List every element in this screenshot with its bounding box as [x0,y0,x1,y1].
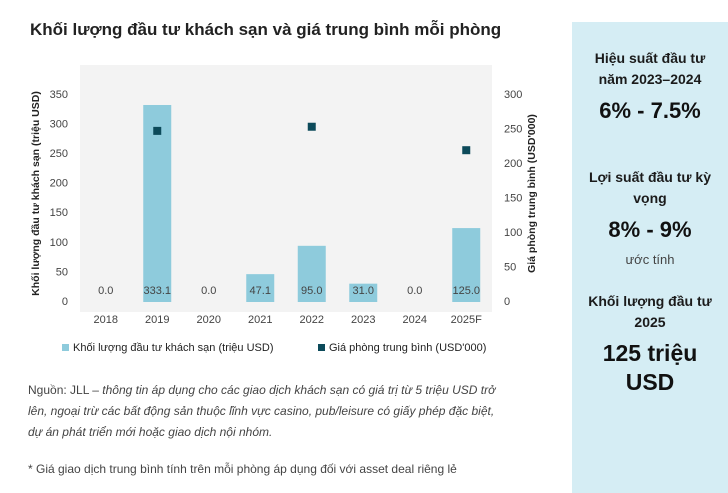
chart-title: Khối lượng đầu tư khách sạn và giá trung… [30,20,502,39]
y-tick-label: 200 [50,178,68,190]
x-tick-label: 2024 [403,314,427,326]
panel-heading: Khối lượng đầu tư 2025 [588,293,712,330]
y2-tick-label: 250 [504,123,522,135]
data-label: 0.0 [407,285,422,297]
y-tick-label: 150 [50,207,68,219]
plot-background [80,65,492,312]
data-label: 31.0 [353,285,374,297]
panel-value: 6% - 7.5% [599,98,701,123]
x-tick-label: 2021 [248,314,272,326]
bar [143,104,172,302]
y-tick-label: 250 [50,148,68,160]
y-tick-label: 100 [50,237,68,249]
data-label: 0.0 [201,285,216,297]
data-label: 333.1 [143,285,171,297]
legend-label: Giá phòng trung bình (USD'000) [329,342,486,354]
side-panel: Hiệu suất đầu tư năm 2023–2024 6% - 7.5%… [572,22,728,493]
data-label: 47.1 [250,285,271,297]
x-tick-label: 2022 [300,314,324,326]
data-label: 0.0 [98,285,113,297]
x-tick-label: 2019 [145,314,169,326]
panel-value: 125 triệu USD [602,340,698,395]
source-text: thông tin áp dụng cho các giao dịch khác… [28,383,496,439]
data-label: 95.0 [301,285,322,297]
y2-tick-label: 150 [504,192,522,204]
source-prefix: Nguồn: JLL – [28,383,103,397]
bar [297,245,326,302]
bar [246,274,275,302]
data-label: 125.0 [452,285,480,297]
y2-axis-title: Giá phòng trung bình (USD'000) [526,114,538,273]
marker [462,146,471,155]
y2-tick-label: 300 [504,89,522,101]
source: Nguồn: JLL – thông tin áp dụng cho các g… [28,380,508,443]
x-tick-label: 2023 [351,314,375,326]
y2-tick-label: 50 [504,261,516,273]
y2-tick-label: 0 [504,296,510,308]
panel-heading: Hiệu suất đầu tư năm 2023–2024 [594,50,706,87]
marker [307,122,316,131]
y-tick-label: 300 [50,118,68,130]
legend-swatch [62,344,69,351]
bar [349,283,378,302]
legend-label: Khối lượng đầu tư khách sạn (triệu USD) [73,342,273,354]
x-tick-label: 2025F [451,314,482,326]
y-tick-label: 50 [56,266,68,278]
x-tick-label: 2018 [94,314,118,326]
marker [153,126,162,135]
y2-tick-label: 100 [504,227,522,239]
y-tick-label: 350 [50,89,68,101]
x-tick-label: 2020 [197,314,221,326]
panel-note: ước tính [625,252,675,267]
footnote: * Giá giao dịch trung bình tính trên mỗi… [28,462,457,476]
y-axis-title: Khối lượng đầu tư khách sạn (triệu USD) [30,91,42,296]
panel-value: 8% - 9% [608,217,692,242]
bar [452,228,481,302]
legend-swatch [318,344,325,351]
y-tick-label: 0 [62,296,68,308]
panel-heading: Lợi suất đầu tư kỳ vọng [588,169,711,206]
y2-tick-label: 200 [504,158,522,170]
chart: 0 50 100 150 200 250 300 350 0 50 100 150 200 250 300 K… [30,65,538,354]
